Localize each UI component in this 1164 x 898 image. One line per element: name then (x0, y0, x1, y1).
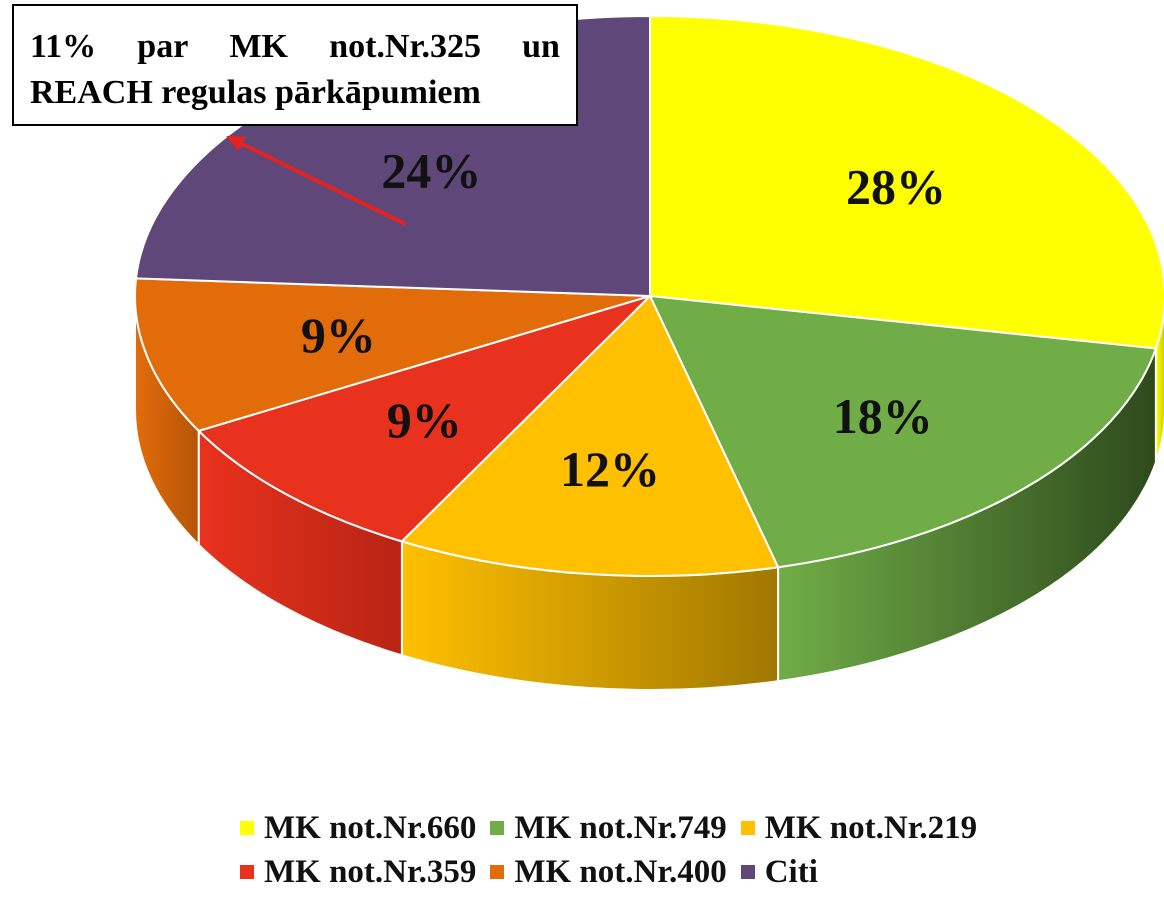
annotation-word: 11% (30, 28, 97, 65)
annotation-word: MK (229, 28, 289, 65)
pie-slice-mk-not-nr-359 (196, 295, 651, 543)
legend-item-mk-not-nr-660: MK not.Nr.660 (240, 810, 476, 847)
data-label-citi: 24% (381, 142, 481, 198)
legend-swatch (740, 821, 755, 835)
legend-label: MK not.Nr.359 (264, 853, 477, 890)
legend-label: MK not.Nr.749 (514, 809, 727, 846)
legend-item-mk-not-nr-749: MK not.Nr.749 (490, 809, 727, 847)
data-label-mk-not-nr-400: 9% (301, 307, 376, 363)
legend: MK not.Nr.660 MK not.Nr.749 MK not.Nr.219 … (240, 806, 1140, 894)
legend-swatch (240, 865, 254, 879)
pie-data-labels: 28% 18% 12% 9%9% 24% (301, 142, 946, 497)
legend-row: MK not.Nr.359 MK not.Nr.400 Citi (240, 850, 1140, 894)
legend-label: MK not.Nr.219 (764, 809, 978, 846)
data-label-mk-not-nr-359: 9% (387, 392, 462, 448)
pie-slice-mk-not-nr-219 (399, 294, 780, 577)
annotation-line-1: 11% par MK not.Nr.325 un (30, 24, 560, 70)
annotation-word: un (522, 28, 560, 65)
pie-slice-mk-not-nr-749 (648, 294, 1158, 569)
callout-arrow-line (233, 138, 406, 226)
pie-side-walls (134, 295, 1164, 691)
annotation-callout-box: 11% par MK not.Nr.325 un REACH regulas pārkā… (12, 4, 578, 126)
annotation-line-2: REACH regulas pārkāpumiem (30, 74, 481, 111)
pie-slice-mk-not-nr-400 (134, 277, 651, 433)
legend-swatch (490, 865, 505, 879)
data-label-mk-not-nr-660: 28% (846, 158, 946, 214)
legend-item-mk-not-nr-400: MK not.Nr.400 (490, 853, 727, 891)
legend-item-citi: Citi (740, 853, 818, 891)
annotation-word: not.Nr.325 (329, 28, 481, 65)
data-label-mk-not-nr-749: 18% (833, 388, 933, 444)
annotation-word: par (137, 28, 189, 65)
callout-arrow (226, 136, 406, 226)
legend-swatch (490, 821, 505, 835)
data-label-mk-not-nr-219: 12% (560, 441, 660, 497)
legend-swatch (240, 821, 254, 835)
legend-item-mk-not-nr-359: MK not.Nr.359 (240, 854, 476, 891)
legend-label: Citi (764, 853, 818, 890)
legend-item-mk-not-nr-219: MK not.Nr.219 (740, 809, 978, 847)
callout-arrow-head (226, 136, 246, 152)
legend-label: MK not.Nr.660 (264, 809, 477, 846)
legend-swatch (740, 865, 755, 879)
legend-label: MK not.Nr.400 (514, 853, 727, 890)
pie-slice-mk-not-nr-660 (649, 14, 1164, 350)
legend-row: MK not.Nr.660 MK not.Nr.749 MK not.Nr.219 (240, 806, 1140, 850)
